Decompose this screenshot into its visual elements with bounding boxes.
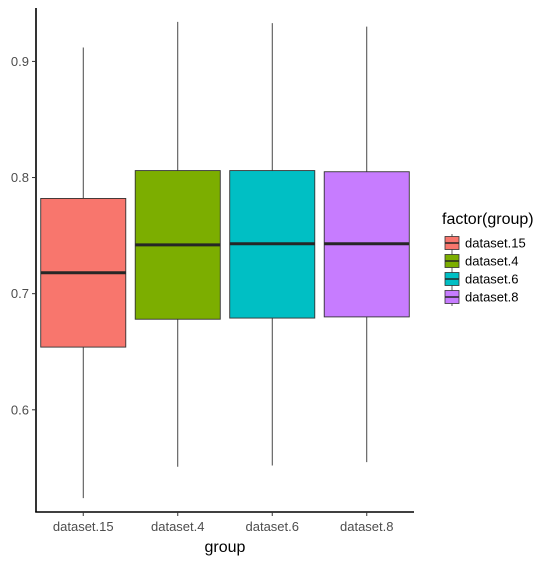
y-tick-label: 0.8 [11, 170, 29, 185]
x-tick-label: dataset.8 [340, 519, 394, 534]
legend-label: dataset.15 [465, 236, 526, 251]
y-axis-ticks: 0.6 0.7 0.8 0.9 [11, 54, 36, 417]
legend-label: dataset.8 [465, 290, 519, 305]
x-tick-label: dataset.6 [246, 519, 300, 534]
legend-item-dataset.15: dataset.15 [444, 234, 526, 252]
y-tick-label: 0.6 [11, 402, 29, 417]
plot-area [40, 21, 410, 499]
box-dataset.4 [134, 21, 221, 467]
legend-item-dataset.8: dataset.8 [444, 288, 519, 306]
y-tick-label: 0.7 [11, 286, 29, 301]
x-axis-ticks: dataset.15 dataset.4 dataset.6 dataset.8 [53, 512, 394, 534]
box-dataset.6 [229, 23, 316, 466]
legend: factor(group) dataset.15 dataset.4 dataset… [442, 211, 534, 306]
box-dataset.15 [40, 47, 127, 499]
legend-item-dataset.6: dataset.6 [444, 270, 519, 288]
legend-label: dataset.6 [465, 272, 519, 287]
x-tick-label: dataset.4 [151, 519, 205, 534]
legend-item-dataset.4: dataset.4 [444, 252, 519, 270]
box-dataset.8 [323, 26, 410, 463]
legend-label: dataset.4 [465, 254, 519, 269]
legend-title: factor(group) [442, 211, 534, 228]
y-tick-label: 0.9 [11, 54, 29, 69]
x-axis-title: group [205, 539, 246, 556]
x-tick-label: dataset.15 [53, 519, 114, 534]
